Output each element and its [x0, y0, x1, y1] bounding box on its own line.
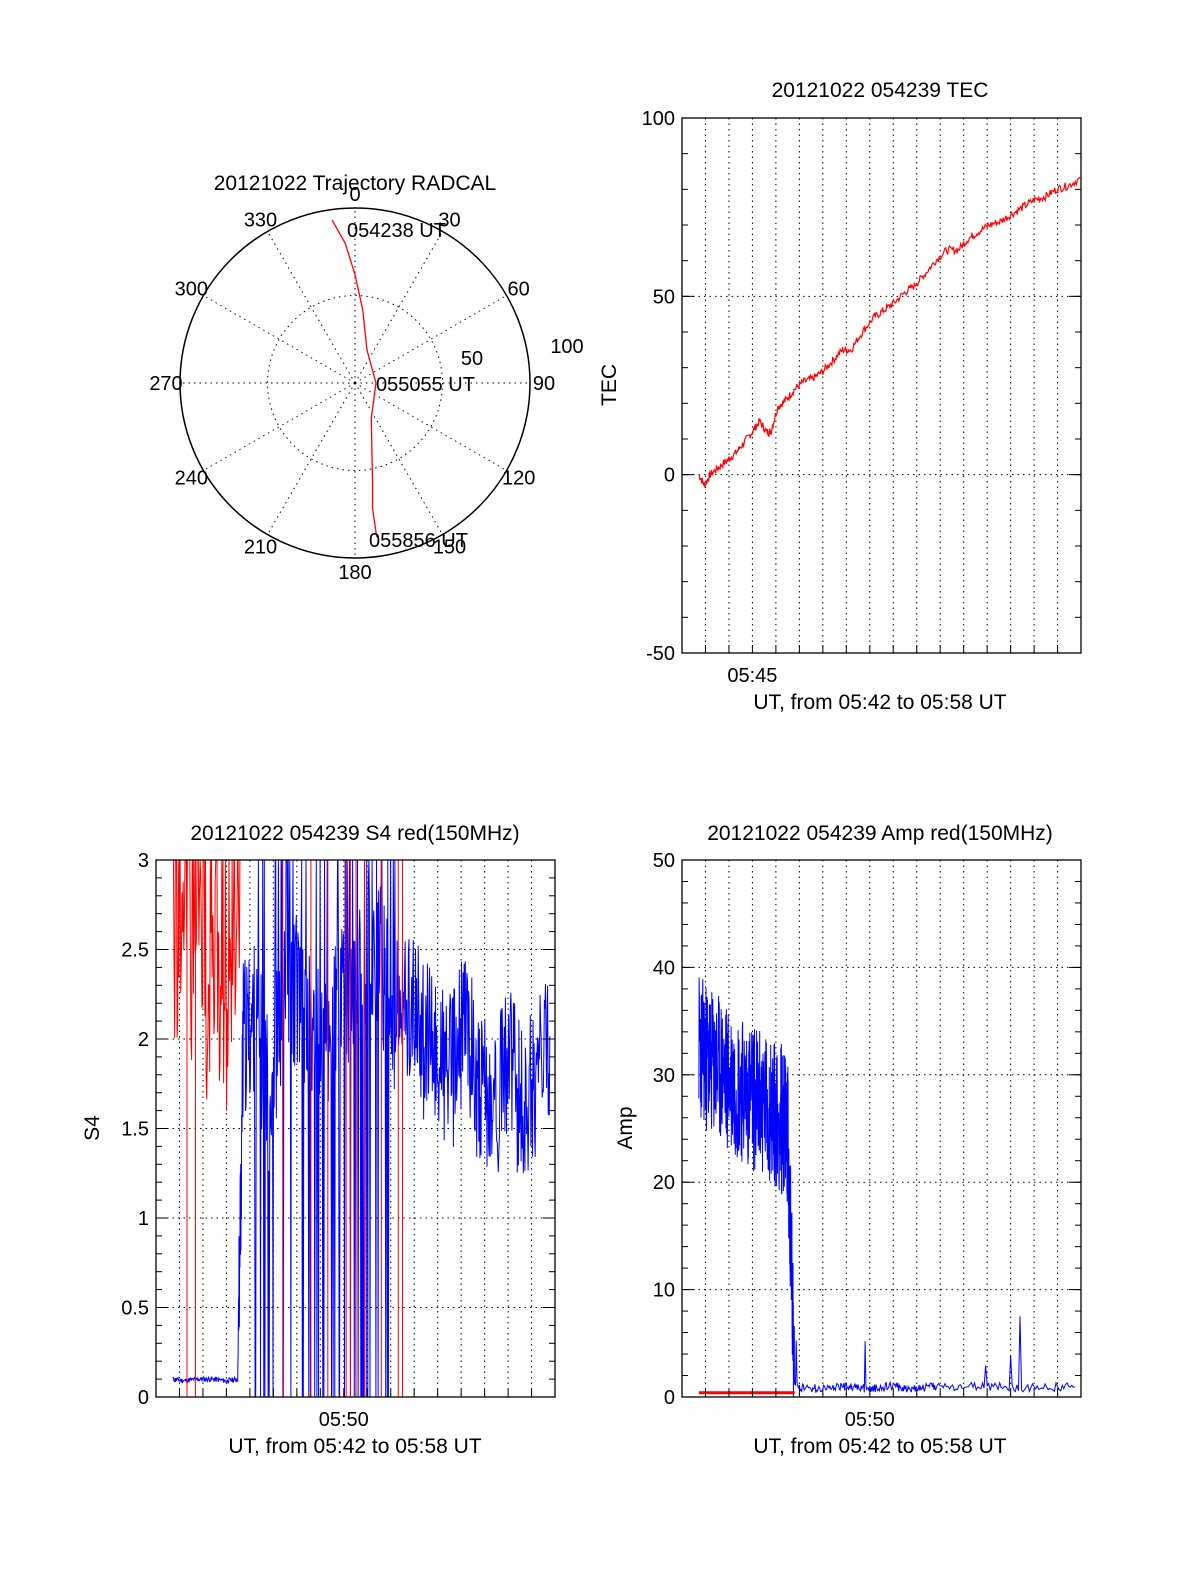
- y-tick-label: 0: [664, 1387, 675, 1409]
- y-tick-label: 2: [138, 1029, 149, 1051]
- s4-red-line: [172, 859, 241, 1111]
- y-tick-label: 30: [653, 1065, 675, 1087]
- tec-y-axis-label: TEC: [598, 364, 621, 406]
- amp-blue-line: [698, 977, 1075, 1398]
- polar-grid-circle: [267, 295, 443, 471]
- azimuth-label: 240: [175, 468, 208, 490]
- polar-outer-circle: [179, 207, 531, 559]
- azimuth-label: 300: [175, 279, 208, 301]
- azimuth-labels: 0 30 60 90 120 150 180 210 240 270 300 330: [149, 184, 555, 584]
- amp-x-axis-label: UT, from 05:42 to 05:58 UT: [753, 1435, 1006, 1458]
- polar-spoke: [354, 382, 507, 471]
- x-tick-label: 05:45: [727, 665, 777, 687]
- azimuth-label: 0: [349, 184, 360, 206]
- y-tick-label: 50: [653, 286, 675, 308]
- s4-x-axis-label: UT, from 05:42 to 05:58 UT: [228, 1435, 481, 1458]
- x-tick-label: 05:50: [319, 1409, 369, 1431]
- s4-blue-line: [172, 859, 551, 1398]
- azimuth-label: 150: [433, 537, 466, 559]
- amp-title: 20121022 054239 Amp red(150MHz): [707, 822, 1053, 845]
- tec-series: [698, 176, 1081, 488]
- y-tick-label: 0.5: [121, 1298, 149, 1320]
- trajectory-mid-time: 055055 UT: [376, 374, 475, 396]
- amp-y-axis-label: Amp: [614, 1106, 637, 1149]
- y-tick-label: 20: [653, 1172, 675, 1194]
- polar-spoke: [354, 382, 443, 535]
- tec-grid: [682, 118, 1081, 653]
- trajectory-panel: 20121022 Trajectory RADCAL 0 30 60 90 120 150…: [149, 172, 583, 584]
- azimuth-label: 210: [244, 537, 277, 559]
- s4-x-ticks: 05:50: [178, 1389, 533, 1431]
- trajectory-end-time: 055856 UT: [369, 530, 468, 552]
- tec-y-ticks: -50 0 50 100: [642, 108, 1081, 665]
- amp-frame: [681, 859, 1082, 1398]
- amp-series: [698, 977, 1075, 1398]
- azimuth-label: 180: [338, 562, 371, 584]
- s4-y-axis-label: S4: [81, 1115, 104, 1141]
- y-tick-label: 40: [653, 957, 675, 979]
- amp-panel: 20121022 054239 Amp red(150MHz) 0 10 20 30 4…: [614, 822, 1082, 1458]
- azimuth-label: 120: [502, 468, 535, 490]
- polar-spoke: [267, 382, 356, 535]
- azimuth-label: 60: [508, 279, 530, 301]
- tec-x-ticks: 05:45: [704, 645, 1059, 687]
- s4-title: 20121022 054239 S4 red(150MHz): [190, 822, 519, 845]
- polar-grid: [180, 208, 530, 558]
- tec-title: 20121022 054239 TEC: [772, 79, 989, 102]
- y-tick-label: 50: [653, 850, 675, 872]
- y-tick-label: 100: [642, 108, 675, 130]
- x-tick-label: 05:50: [845, 1409, 895, 1431]
- tec-x-axis-label: UT, from 05:42 to 05:58 UT: [753, 691, 1006, 714]
- amp-y-ticks: 0 10 20 30 40 50: [653, 850, 1081, 1409]
- trajectory-title: 20121022 Trajectory RADCAL: [214, 172, 497, 195]
- polar-spoke: [354, 295, 507, 384]
- azimuth-label: 330: [244, 209, 277, 231]
- radius-label-100: 100: [550, 336, 583, 358]
- y-tick-label: 0: [664, 465, 675, 487]
- y-tick-label: -50: [646, 643, 675, 665]
- azimuth-label: 30: [438, 209, 460, 231]
- s4-panel: 20121022 054239 S4 red(150MHz) 0 0.5 1 1.5 2…: [81, 822, 556, 1458]
- y-tick-label: 1: [138, 1208, 149, 1230]
- y-tick-label: 3: [138, 850, 149, 872]
- s4-series: [172, 859, 551, 1398]
- radius-label-50: 50: [461, 348, 483, 370]
- y-tick-label: 0: [138, 1387, 149, 1409]
- amp-x-ticks: 05:50: [704, 1389, 1059, 1431]
- y-tick-label: 10: [653, 1280, 675, 1302]
- polar-spoke: [203, 382, 356, 471]
- tec-frame: [681, 117, 1082, 654]
- azimuth-label: 90: [533, 373, 555, 395]
- tec-series-line: [698, 176, 1081, 488]
- azimuth-label: 270: [149, 373, 182, 395]
- y-tick-label: 2.5: [121, 940, 149, 962]
- s4-y-ticks: 0 0.5 1 1.5 2 2.5 3: [121, 850, 555, 1409]
- polar-spoke: [267, 231, 356, 384]
- y-tick-label: 1.5: [121, 1119, 149, 1141]
- trajectory-line: [331, 219, 378, 538]
- trajectory-start-time: 054238 UT: [347, 220, 446, 242]
